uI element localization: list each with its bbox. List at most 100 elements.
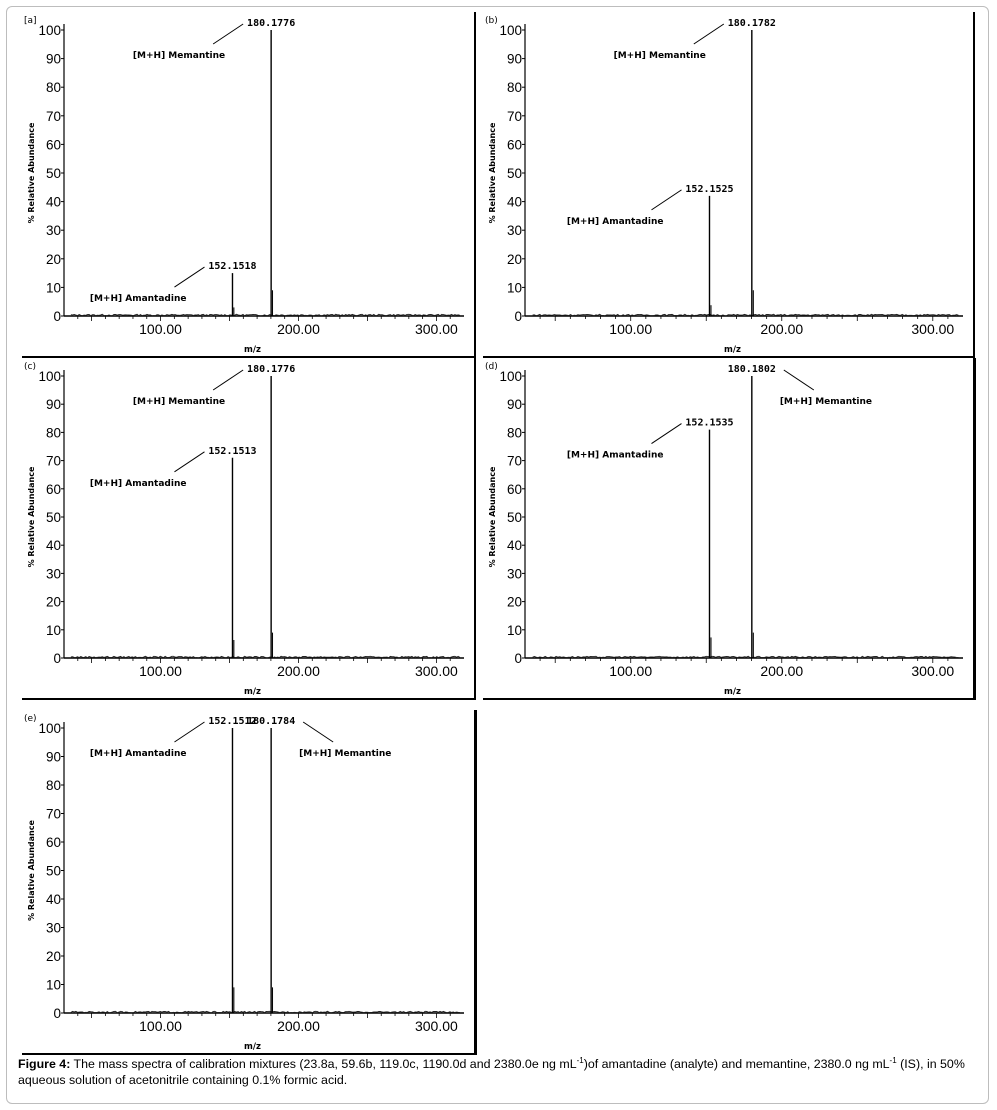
- spectrum-panel-e: (e) % Relative Abundance 0 10 20 30 40 50 60 70 80…: [22, 710, 477, 1055]
- annotation-leader-line: [212, 369, 244, 391]
- y-tick-label: 40: [507, 538, 522, 553]
- x-tick-label: 300.00: [911, 663, 954, 679]
- y-tick-label: 10: [46, 280, 61, 295]
- x-tick-label: 100.00: [609, 321, 652, 337]
- spectrum-chart-svg: (e) % Relative Abundance 0 10 20 30 40 50 60 70 80…: [24, 714, 464, 1052]
- y-tick-label: 80: [507, 425, 522, 440]
- memantine-annotation: [M+H] Memantine: [299, 749, 391, 759]
- baseline-noise: [70, 1010, 460, 1014]
- caption-text-2: )of amantadine (analyte) and memantine, …: [583, 1057, 890, 1071]
- y-tick-label: 10: [507, 280, 522, 295]
- y-tick-label: 50: [507, 510, 522, 525]
- annotation-leader-line: [174, 266, 205, 288]
- memantine-annotation: [M+H] Memantine: [780, 397, 872, 407]
- y-tick-label: 20: [507, 252, 522, 267]
- panel-label: [a]: [24, 16, 37, 26]
- y-tick-label: 20: [46, 949, 61, 964]
- y-axis-label: % Relative Abundance: [488, 466, 497, 567]
- y-tick-label: 40: [46, 538, 61, 553]
- y-tick-label: 60: [46, 482, 61, 497]
- amantadine-mz-label: 152.1525: [685, 184, 733, 195]
- y-tick-label: 100: [38, 721, 61, 736]
- y-tick-label: 60: [46, 835, 61, 850]
- y-tick-label: 80: [46, 80, 61, 95]
- y-tick-label: 10: [46, 623, 61, 638]
- baseline-noise: [532, 313, 959, 317]
- y-tick-label: 0: [514, 651, 522, 666]
- x-tick-label: 200.00: [277, 1018, 320, 1034]
- y-tick-label: 30: [507, 223, 522, 238]
- memantine-mz-label: 180.1784: [247, 716, 295, 727]
- x-tick-label: 200.00: [277, 321, 320, 337]
- x-tick-label: 100.00: [609, 663, 652, 679]
- memantine-annotation: [M+H] Memantine: [133, 397, 225, 407]
- spectrum-panel-b: (b) % Relative Abundance 0 10 20 30 40 50 60 70 80…: [483, 12, 975, 358]
- y-tick-label: 0: [53, 651, 61, 666]
- y-tick-label: 80: [46, 425, 61, 440]
- spectrum-panel-a: [a] % Relative Abundance 0 10 20 30 40 50 60 70 80…: [22, 12, 476, 358]
- figure-frame: [6, 6, 989, 1104]
- y-tick-label: 90: [507, 397, 522, 412]
- annotation-leader-line: [174, 451, 205, 473]
- x-axis-label: m/z: [244, 687, 261, 697]
- y-tick-label: 40: [46, 195, 61, 210]
- x-tick-label: 100.00: [139, 321, 182, 337]
- x-axis-label: m/z: [244, 345, 261, 355]
- caption-sup-1: -1: [576, 1055, 584, 1065]
- y-axis-label: % Relative Abundance: [27, 122, 36, 223]
- baseline-noise: [70, 655, 461, 659]
- amantadine-mz-label: 152.1512: [208, 716, 256, 727]
- spectrum-chart-svg: (b) % Relative Abundance 0 10 20 30 40 50 60 70 80…: [485, 16, 963, 355]
- spectrum-panel-d: (d) % Relative Abundance 0 10 20 30 40 50 60 70 80…: [483, 358, 976, 700]
- x-axis-label: m/z: [724, 687, 741, 697]
- y-tick-label: 70: [46, 807, 61, 822]
- caption-label: Figure 4:: [18, 1057, 71, 1071]
- y-tick-label: 90: [46, 750, 61, 765]
- y-tick-label: 70: [46, 454, 61, 469]
- baseline-noise: [70, 313, 461, 317]
- annotation-leader-line: [693, 23, 725, 45]
- y-tick-label: 90: [507, 52, 522, 67]
- panel-label: (d): [485, 362, 498, 372]
- y-tick-label: 100: [38, 23, 61, 38]
- y-tick-label: 40: [46, 892, 61, 907]
- amantadine-annotation: [M+H] Amantadine: [567, 451, 664, 461]
- amantadine-mz-label: 152.1518: [208, 261, 256, 272]
- y-tick-label: 60: [46, 137, 61, 152]
- memantine-annotation: [M+H] Memantine: [133, 51, 225, 61]
- memantine-annotation: [M+H] Memantine: [614, 51, 706, 61]
- figure-caption: Figure 4: The mass spectra of calibratio…: [18, 1056, 983, 1088]
- annotation-leader-line: [174, 721, 205, 743]
- y-axis-label: % Relative Abundance: [488, 122, 497, 223]
- y-axis-label: % Relative Abundance: [27, 820, 36, 921]
- y-tick-label: 20: [507, 595, 522, 610]
- y-tick-label: 90: [46, 52, 61, 67]
- caption-sup-2: -1: [889, 1055, 897, 1065]
- y-tick-label: 100: [38, 369, 61, 384]
- y-tick-label: 10: [507, 623, 522, 638]
- y-tick-label: 50: [46, 166, 61, 181]
- x-tick-label: 100.00: [139, 663, 182, 679]
- x-tick-label: 300.00: [415, 1018, 458, 1034]
- annotation-leader-line: [651, 423, 682, 444]
- panel-label: (e): [24, 714, 37, 724]
- annotation-leader-line: [783, 369, 815, 391]
- memantine-mz-label: 180.1782: [728, 18, 776, 29]
- x-tick-label: 300.00: [415, 321, 458, 337]
- y-tick-label: 10: [46, 978, 61, 993]
- caption-text-1: The mass spectra of calibration mixtures…: [73, 1057, 577, 1071]
- y-tick-label: 80: [507, 80, 522, 95]
- y-tick-label: 70: [507, 454, 522, 469]
- annotation-leader-line: [302, 721, 334, 743]
- memantine-mz-label: 180.1776: [247, 18, 295, 29]
- y-tick-label: 100: [499, 23, 522, 38]
- x-tick-label: 200.00: [760, 321, 803, 337]
- annotation-leader-line: [651, 189, 682, 211]
- amantadine-annotation: [M+H] Amantadine: [90, 749, 187, 759]
- x-tick-label: 300.00: [415, 663, 458, 679]
- panel-label: (c): [24, 362, 36, 372]
- y-axis-label: % Relative Abundance: [27, 466, 36, 567]
- x-axis-label: m/z: [724, 345, 741, 355]
- amantadine-mz-label: 152.1513: [208, 446, 256, 457]
- amantadine-annotation: [M+H] Amantadine: [567, 217, 664, 227]
